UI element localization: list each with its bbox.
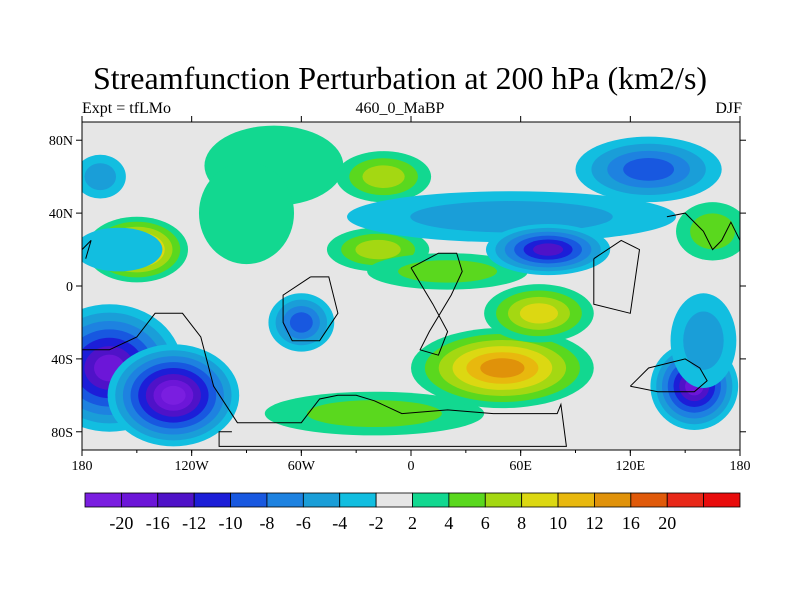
colorbar-swatch [666, 492, 705, 508]
colorbar-label: 10 [549, 513, 567, 533]
contour-region [355, 239, 401, 260]
lon-tick-label: 60W [288, 459, 316, 474]
contour-region [410, 201, 613, 233]
colorbar-label: 16 [622, 513, 640, 533]
contour-region [161, 385, 186, 405]
colorbar-swatch [594, 492, 632, 508]
coastline [82, 312, 567, 447]
colorbar-label: 12 [585, 513, 603, 533]
colorbar-label: 6 [481, 513, 490, 533]
contour-region [289, 312, 313, 333]
colorbar-swatch [484, 492, 523, 508]
lat-tick-label: 80S [51, 426, 73, 441]
coastline [629, 358, 708, 393]
map-axes: 180 120W 60W 0 60E 120E 180 80N 40N 0 40S 80S [49, 116, 751, 474]
contour-region [398, 260, 498, 283]
colorbar-label: 20 [658, 513, 676, 533]
colorbar-swatch [521, 492, 559, 508]
colorbar-swatch [412, 492, 450, 508]
season-label: DJF [715, 100, 742, 117]
coastline [282, 276, 339, 342]
lon-tick-label: 0 [408, 459, 415, 474]
streamfunction-field [82, 125, 740, 447]
coastlines [82, 212, 740, 447]
period-label: 460_0_MaBP [355, 100, 445, 117]
lat-tick-label: 40S [51, 353, 73, 368]
colorbar-swatch [193, 492, 231, 508]
contour-region [198, 162, 295, 265]
colorbar-swatch [630, 492, 668, 508]
colorbar-label: -20 [109, 513, 133, 533]
colorbar-label: -6 [296, 513, 311, 533]
map-title: Streamfunction Perturbation at 200 hPa (… [92, 60, 708, 96]
colorbar-label: -4 [332, 513, 347, 533]
contour-region [84, 163, 117, 191]
coastline [593, 239, 641, 314]
colorbar-label: -10 [219, 513, 243, 533]
colorbar-swatch [230, 492, 268, 508]
colorbar-swatch [703, 492, 741, 508]
colorbar-label: -8 [259, 513, 274, 533]
colorbar-label: -12 [182, 513, 206, 533]
coastline [666, 212, 740, 251]
colorbar-swatch [302, 492, 341, 508]
lat-tick-label: 80N [49, 134, 73, 149]
contour-region [683, 311, 724, 370]
colorbar-swatch [84, 492, 122, 508]
lat-tick-label: 40N [49, 207, 73, 222]
colorbar-swatch [375, 492, 413, 508]
map-panel [82, 122, 740, 450]
contour-region [362, 165, 405, 189]
coastline [82, 240, 92, 259]
lon-tick-label: 180 [72, 459, 93, 474]
contour-region [519, 303, 559, 324]
contour-region [533, 243, 564, 256]
coastline [410, 252, 463, 356]
colorbar-label: 2 [408, 513, 417, 533]
contour-region [82, 227, 163, 272]
lon-tick-label: 180 [730, 459, 751, 474]
colorbar-label: 8 [517, 513, 526, 533]
experiment-label: Expt = tfLMo [82, 100, 172, 117]
contour-region [623, 157, 675, 181]
lon-tick-label: 60E [509, 459, 532, 474]
colorbar-swatch [157, 492, 195, 508]
colorbar-swatch [448, 492, 486, 508]
colorbar-label: -16 [146, 513, 170, 533]
contour-region [306, 400, 442, 428]
lon-tick-label: 120E [616, 459, 646, 474]
colorbar-swatch [266, 492, 304, 508]
colorbar-swatch [557, 492, 595, 508]
lon-tick-label: 120W [175, 459, 210, 474]
contour-region [480, 358, 525, 378]
contour-region [690, 213, 736, 250]
colorbar-swatch [120, 492, 159, 508]
lat-tick-label: 0 [66, 280, 73, 295]
colorbar-label: 4 [444, 513, 453, 533]
colorbar: -20 -16 -12 -10 -8 -6 -4 -2 2 4 6 8 10 12 16 20 [84, 492, 741, 533]
colorbar-swatch [339, 492, 377, 508]
colorbar-label: -2 [369, 513, 384, 533]
